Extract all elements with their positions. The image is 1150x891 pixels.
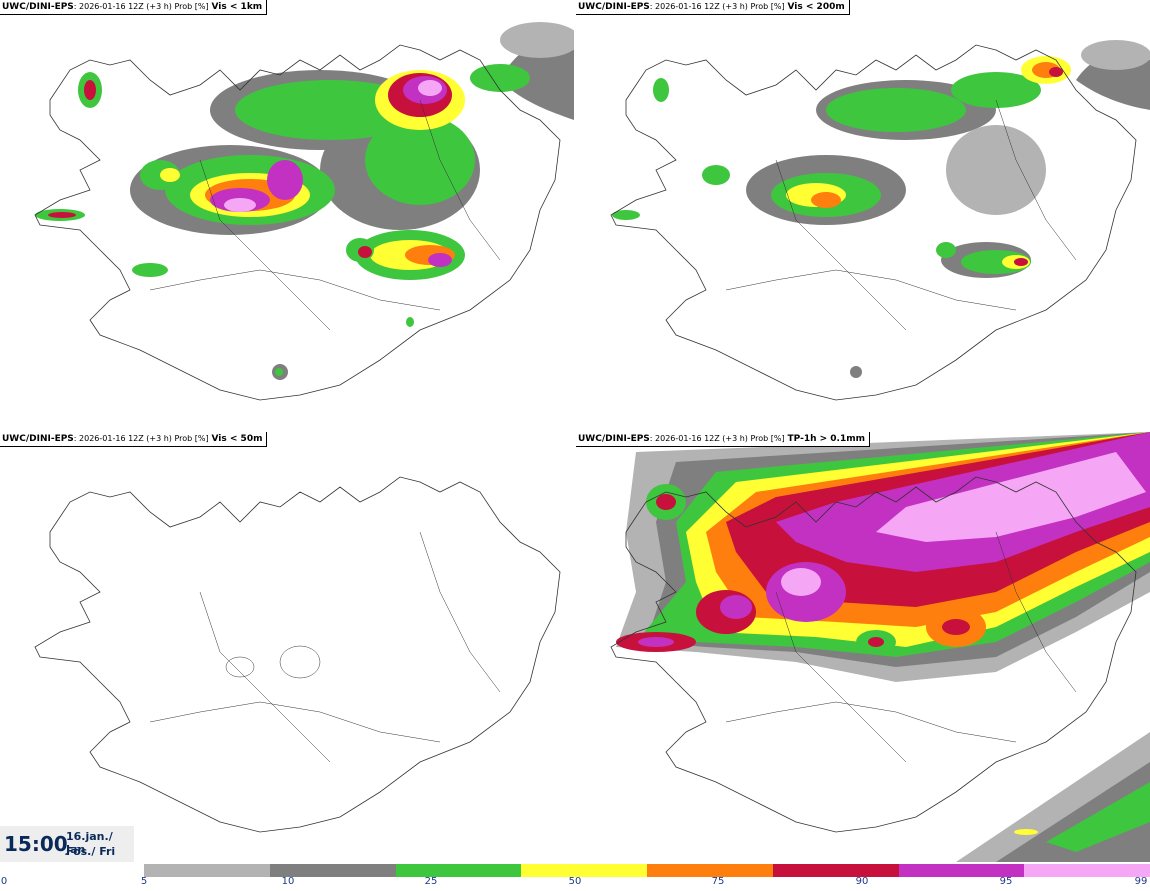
map-panel-vis-1km: UWC/DINI-EPS: 2026-01-16 12Z (+3 h) Prob… [0,0,574,430]
run-info: : 2026-01-16 12Z (+3 h) Prob [%] [649,2,785,11]
colorbar-tick: 95 [999,876,1013,887]
panel-divider-horizontal [0,430,1150,432]
panel-title: UWC/DINI-EPS: 2026-01-16 12Z (+3 h) Prob… [576,0,850,15]
map-panel-vis-50m: UWC/DINI-EPS: 2026-01-16 12Z (+3 h) Prob… [0,432,574,862]
colorbar-tick: 75 [711,876,725,887]
colorbar-tick: 50 [568,876,582,887]
model-name: UWC/DINI-EPS [2,2,74,12]
probability-field [612,40,1150,378]
valid-weekday: Fös./ Fri [66,845,116,858]
run-info: : 2026-01-16 12Z (+3 h) Prob [%] [649,434,785,443]
valid-time: 15:00 [4,832,68,856]
valid-time-box: 15:00 16.jan./ Jan Fös./ Fri [0,826,134,862]
model-name: UWC/DINI-EPS [578,434,650,444]
panel-title: UWC/DINI-EPS: 2026-01-16 12Z (+3 h) Prob… [0,0,268,15]
run-info: : 2026-01-16 12Z (+3 h) Prob [%] [73,2,209,11]
valid-date: 16.jan./ Jan [66,830,113,856]
variable-name: Vis < 200m [787,2,845,12]
variable-name: Vis < 1km [211,2,263,12]
colorbar-tick: 5 [140,876,148,887]
map-panel-tp-1h: UWC/DINI-EPS: 2026-01-16 12Z (+3 h) Prob… [576,432,1150,862]
probability-field [35,22,574,380]
panel-divider-vertical [574,0,576,864]
colorbar-segment-1 [269,864,396,877]
colorbar-segment-4 [647,864,773,877]
probability-field [616,432,1150,862]
colorbar-tick: 10 [281,876,295,887]
iceland-map [34,476,561,833]
colorbar-segment-5 [772,864,899,877]
coastline [34,476,561,833]
colorbar-segment-3 [521,864,647,877]
colorbar-tick: 99 [1134,876,1148,887]
colorbar-segment-0 [144,864,270,877]
variable-name: Vis < 50m [211,434,263,444]
coastline [610,476,1137,833]
colorbar-tick: 25 [424,876,438,887]
model-name: UWC/DINI-EPS [578,2,650,12]
iceland-map [610,40,1150,401]
colorbar-tick: 90 [855,876,869,887]
colorbar-tick: 0 [0,876,8,887]
variable-name: TP-1h > 0.1mm [787,434,866,444]
panel-title: UWC/DINI-EPS: 2026-01-16 12Z (+3 h) Prob… [0,432,268,447]
colorbar-segment-6 [898,864,1025,877]
colorbar-segment-7 [1024,864,1150,877]
panel-title: UWC/DINI-EPS: 2026-01-16 12Z (+3 h) Prob… [576,432,870,447]
coastline [610,44,1137,401]
coastline [34,44,561,401]
run-info: : 2026-01-16 12Z (+3 h) Prob [%] [73,434,209,443]
iceland-map [610,432,1150,862]
map-panel-vis-200m: UWC/DINI-EPS: 2026-01-16 12Z (+3 h) Prob… [576,0,1150,430]
colorbar-segment-2 [395,864,522,877]
iceland-map [34,22,574,401]
colorbar [144,864,1150,877]
model-name: UWC/DINI-EPS [2,434,74,444]
